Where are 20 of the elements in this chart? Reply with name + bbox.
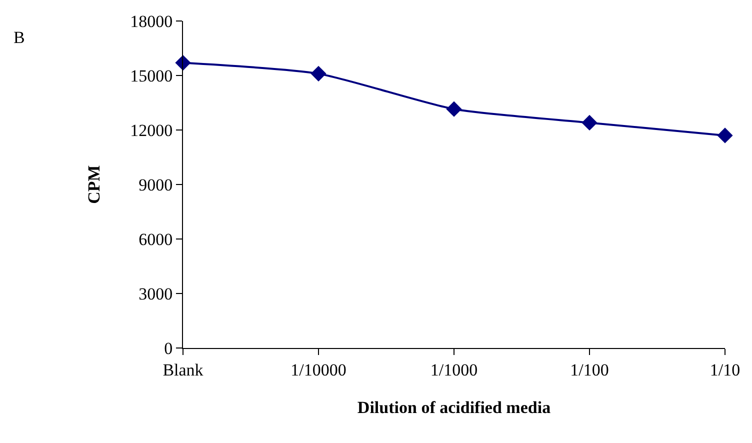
point — [310, 66, 326, 82]
y-tick-label: 18000 — [130, 12, 173, 31]
y-tick-label: 6000 — [138, 230, 173, 249]
point — [582, 114, 598, 131]
y-tick-label: 9000 — [138, 175, 173, 194]
y-tick-label: 12000 — [130, 120, 173, 140]
y-tick-label: 15000 — [130, 66, 173, 86]
point — [175, 54, 191, 71]
y-tick-label: 3000 — [138, 284, 173, 304]
point — [717, 128, 733, 144]
x-tick-label: Blank — [162, 360, 204, 380]
x-tick-label: 1/10000 — [290, 360, 346, 380]
point — [446, 101, 462, 117]
text: B — [14, 28, 25, 47]
x-tick-label: 1/10 — [710, 360, 740, 380]
x-axis-title: Dilution of acidified media — [357, 398, 552, 417]
x-tick-label: 1/1000 — [430, 360, 478, 380]
x-tick-label: 1/100 — [570, 360, 609, 380]
y-tick-label: 0 — [164, 338, 173, 358]
y-axis-title: CPM — [84, 165, 104, 204]
